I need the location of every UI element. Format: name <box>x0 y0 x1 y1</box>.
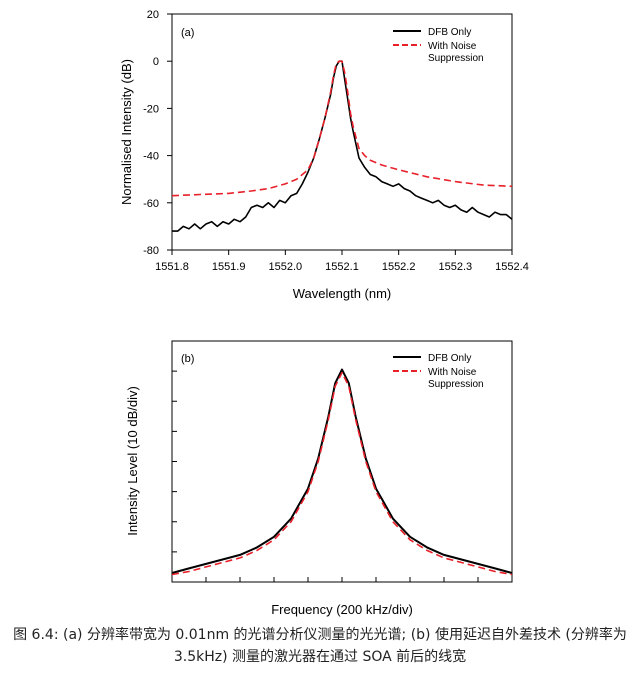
y-tick-label: -80 <box>143 245 159 257</box>
y-tick-label: 0 <box>153 56 159 68</box>
panel-b-xlabel: Frequency (200 kHz/div) <box>271 602 413 617</box>
figure-caption: 图 6.4: (a) 分辨率带宽为 0.01nm 的光谱分析仪测量的光光谱; (… <box>13 627 627 665</box>
series-line-dfb-only <box>171 368 513 574</box>
x-tick-label: 1552.4 <box>495 261 529 273</box>
panel-a-ylabel: Normalised Intensity (dB) <box>119 59 134 205</box>
panel-a-legend: DFB Only With Noise Suppression <box>393 27 484 64</box>
legend-a-dfb-label: DFB Only <box>428 27 471 38</box>
panel-b-ylabel: Intensity Level (10 dB/div) <box>125 386 140 536</box>
x-tick-label: 1551.8 <box>155 261 189 273</box>
panel-b-legend: DFB Only With Noise Suppression <box>393 353 484 390</box>
panel-b: (b) Frequency (200 kHz/div) Intensity Le… <box>125 340 513 617</box>
x-tick-label: 1552.0 <box>269 261 303 273</box>
series-line-with-noise-suppression <box>171 60 513 197</box>
legend-b-dfb-label: DFB Only <box>428 353 471 364</box>
x-tick-label: 1552.1 <box>325 261 359 273</box>
x-tick-label: 1552.2 <box>382 261 416 273</box>
y-tick-label: -60 <box>143 198 159 210</box>
y-tick-label: 20 <box>147 9 159 21</box>
panel-a: 1551.8 1551.9 1552.0 1552.1 1552.2 1552.3 1552… <box>119 9 529 301</box>
x-tick-label: 1552.3 <box>439 261 473 273</box>
x-tick-label: 1551.9 <box>212 261 246 273</box>
panel-a-xlabel: Wavelength (nm) <box>293 286 392 301</box>
panel-a-label: (a) <box>181 27 194 39</box>
series-line-with-noise-suppression <box>171 371 513 576</box>
legend-b-noise-label-2: Suppression <box>428 379 484 390</box>
series-line-dfb-only <box>172 60 513 232</box>
panel-b-label: (b) <box>181 353 194 365</box>
legend-b-noise-label-1: With Noise <box>428 367 477 378</box>
panel-a-series <box>171 60 513 232</box>
panel-b-ticks <box>172 370 479 582</box>
legend-a-noise-label-1: With Noise <box>428 41 477 52</box>
y-tick-label: -40 <box>143 151 159 163</box>
panel-a-ticks: 1551.8 1551.9 1552.0 1552.1 1552.2 1552.3 1552… <box>143 9 529 273</box>
y-tick-label: -20 <box>143 103 159 115</box>
panel-b-series <box>171 368 513 576</box>
legend-a-noise-label-2: Suppression <box>428 53 484 64</box>
